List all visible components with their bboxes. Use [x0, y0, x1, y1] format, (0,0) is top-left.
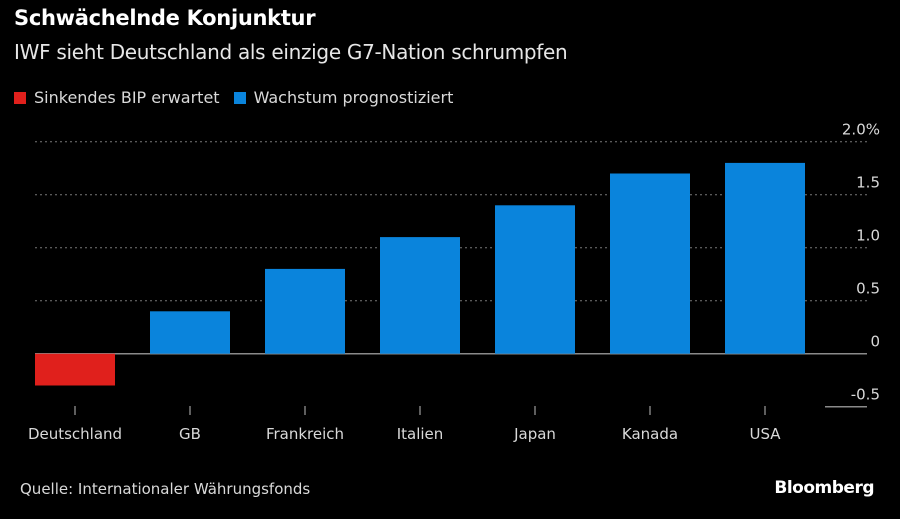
x-tick-label: Deutschland [28, 425, 122, 443]
bar-kanada [610, 173, 690, 354]
bar-gb [150, 311, 230, 354]
x-tick-label: Japan [513, 425, 556, 443]
chart-subtitle: IWF sieht Deutschland als einzige G7-Nat… [14, 40, 568, 64]
legend-label: Wachstum prognostiziert [253, 88, 454, 107]
y-tick-label: 1.0 [856, 227, 880, 245]
y-tick-label: 0 [870, 333, 880, 351]
y-tick-label: 0.5 [856, 280, 880, 298]
legend-item-growth: Wachstum prognostiziert [233, 88, 454, 107]
chart-title: Schwächelnde Konjunktur [14, 6, 316, 30]
bloomberg-logo: Bloomberg [774, 478, 874, 498]
legend-swatch-red [14, 91, 26, 104]
bar-japan [495, 205, 575, 354]
bar-italien [380, 237, 460, 354]
legend-label: Sinkendes BIP erwartet [34, 88, 220, 107]
legend: Sinkendes BIP erwartet Wachstum prognost… [14, 88, 467, 107]
x-tick-label: Kanada [622, 425, 678, 443]
bar-frankreich [265, 268, 345, 354]
legend-swatch-blue [233, 91, 246, 104]
x-tick-label: Italien [397, 425, 444, 443]
bar-deutschland [35, 353, 115, 386]
x-tick-label: USA [749, 425, 781, 443]
y-tick-label: 2.0% [842, 121, 880, 139]
y-tick-label: 1.5 [856, 174, 880, 192]
bar-usa [725, 162, 805, 354]
legend-item-decline: Sinkendes BIP erwartet [14, 88, 220, 107]
source-note: Quelle: Internationaler Währungsfonds [20, 480, 311, 498]
y-tick-label: -0.5 [851, 386, 880, 404]
x-tick-label: GB [179, 425, 201, 443]
x-tick-label: Frankreich [266, 425, 344, 443]
